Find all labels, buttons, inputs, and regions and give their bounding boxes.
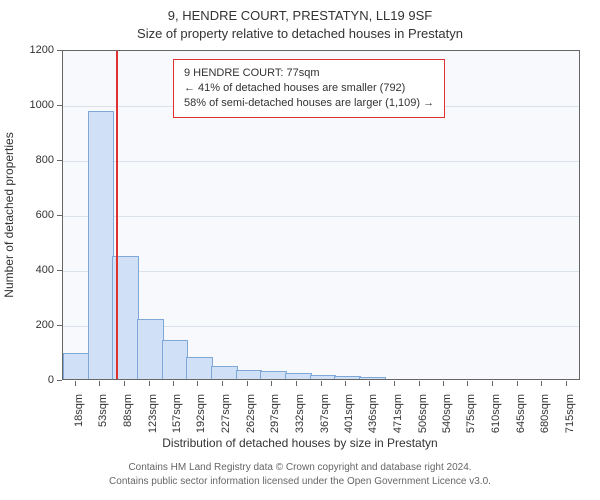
bar [260,371,287,379]
x-tick-mark [369,381,370,386]
bar [186,357,213,379]
x-tick-mark [99,381,100,386]
x-tick-mark [173,381,174,386]
y-tick-mark [57,50,62,51]
y-tick-label: 800 [24,154,54,166]
x-tick-mark [222,381,223,386]
x-tick-mark [492,381,493,386]
bar [211,366,238,379]
x-tick-label: 123sqm [147,394,159,433]
bar [137,319,164,379]
x-tick-mark [345,381,346,386]
x-tick-label: 157sqm [171,394,183,433]
bar [236,370,263,379]
x-tick-mark [541,381,542,386]
x-tick-label: 88sqm [122,394,134,427]
bar [63,353,90,379]
y-tick-label: 200 [24,319,54,331]
y-tick-label: 600 [24,209,54,221]
x-tick-label: 401sqm [343,394,355,433]
y-tick-label: 0 [24,374,54,386]
grid-line [63,271,579,272]
y-tick-mark [57,325,62,326]
chart-title-line1: 9, HENDRE COURT, PRESTATYN, LL19 9SF [0,8,600,23]
x-tick-label: 610sqm [490,394,502,433]
x-tick-label: 297sqm [269,394,281,433]
legend-line: 58% of semi-detached houses are larger (… [184,96,434,111]
x-tick-mark [124,381,125,386]
x-tick-mark [443,381,444,386]
x-tick-mark [419,381,420,386]
x-tick-label: 367sqm [319,394,331,433]
x-tick-label: 18sqm [73,394,85,427]
bar [285,373,312,379]
bar [310,375,337,379]
x-axis-title: Distribution of detached houses by size … [0,436,600,450]
bar [359,377,386,379]
footer-line1: Contains HM Land Registry data © Crown c… [0,462,600,473]
x-tick-mark [197,381,198,386]
x-tick-label: 436sqm [367,394,379,433]
x-tick-mark [247,381,248,386]
footer-line2: Contains public sector information licen… [0,476,600,487]
grid-line [63,216,579,217]
x-tick-label: 262sqm [245,394,257,433]
bar [334,376,361,379]
x-tick-mark [271,381,272,386]
y-tick-mark [57,215,62,216]
y-tick-label: 1200 [24,44,54,56]
y-axis-title: Number of detached properties [2,132,16,297]
y-tick-mark [57,105,62,106]
y-tick-mark [57,270,62,271]
x-tick-mark [296,381,297,386]
grid-line [63,161,579,162]
x-tick-mark [149,381,150,386]
x-tick-label: 645sqm [515,394,527,433]
x-tick-label: 680sqm [539,394,551,433]
y-tick-label: 1000 [24,99,54,111]
chart-container: 9, HENDRE COURT, PRESTATYN, LL19 9SF Siz… [0,0,600,500]
x-tick-label: 227sqm [220,394,232,433]
x-tick-label: 471sqm [392,394,404,433]
bar [162,340,189,380]
x-tick-mark [321,381,322,386]
x-tick-mark [566,381,567,386]
x-tick-label: 192sqm [195,394,207,433]
y-tick-mark [57,160,62,161]
legend-line: ← 41% of detached houses are smaller (79… [184,81,434,96]
y-tick-label: 400 [24,264,54,276]
x-tick-mark [517,381,518,386]
x-tick-mark [394,381,395,386]
legend-box: 9 HENDRE COURT: 77sqm← 41% of detached h… [173,59,445,118]
x-tick-mark [75,381,76,386]
chart-title-line2: Size of property relative to detached ho… [0,26,600,41]
y-tick-mark [57,380,62,381]
plot-area: 9 HENDRE COURT: 77sqm← 41% of detached h… [62,50,580,380]
x-tick-label: 575sqm [465,394,477,433]
x-tick-label: 332sqm [294,394,306,433]
x-tick-label: 540sqm [441,394,453,433]
x-tick-label: 506sqm [417,394,429,433]
marker-line [116,51,118,379]
x-tick-label: 53sqm [97,394,109,427]
x-tick-mark [467,381,468,386]
x-tick-label: 715sqm [564,394,576,433]
bar [88,111,115,379]
legend-line: 9 HENDRE COURT: 77sqm [184,66,434,81]
